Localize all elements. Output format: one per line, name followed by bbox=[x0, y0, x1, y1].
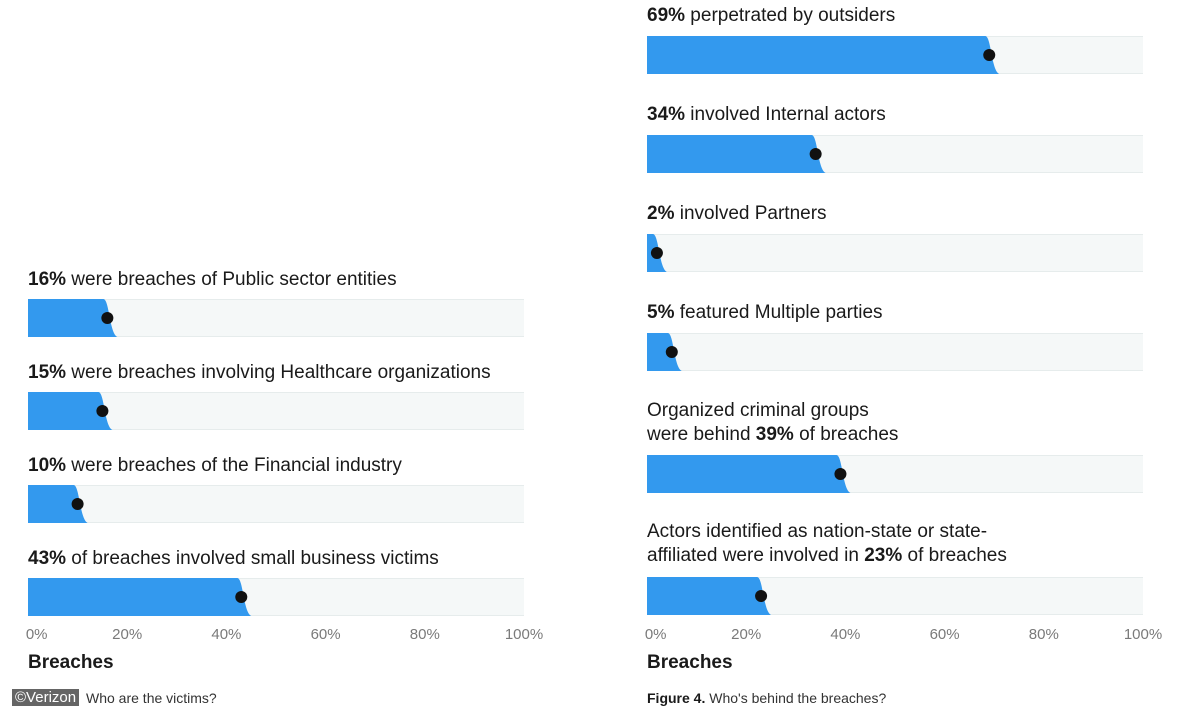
x-tick-label: 60% bbox=[929, 626, 960, 643]
bar-track bbox=[647, 234, 1143, 272]
bar-svg bbox=[647, 234, 667, 272]
bar-value-dot bbox=[71, 498, 84, 510]
x-tick-label: 40% bbox=[211, 626, 242, 643]
bar-label: 69% perpetrated by outsiders bbox=[647, 4, 895, 28]
bar-fill bbox=[647, 36, 1000, 74]
x-axis: 0% 20% 40% 60% 80% 100% bbox=[644, 626, 1177, 646]
bar-label-value: 2% bbox=[647, 203, 675, 224]
bar-track bbox=[647, 455, 1143, 493]
bar-label: 16% were breaches of Public sector entit… bbox=[28, 268, 397, 292]
bar-label-text: involved Internal actors bbox=[685, 104, 886, 125]
bar-svg bbox=[28, 299, 118, 337]
bar-label-text: of breaches involved small business vict… bbox=[66, 548, 439, 569]
figure-caption-actors: Figure 4. Who's behind the breaches? bbox=[647, 690, 886, 706]
bar-svg bbox=[647, 333, 682, 371]
bar-track bbox=[647, 333, 1143, 371]
x-tick-label: 60% bbox=[310, 626, 341, 643]
x-tick-label: 20% bbox=[731, 626, 762, 643]
bar-svg bbox=[647, 36, 1000, 74]
bar-value-dot bbox=[755, 590, 768, 602]
bar-label: Organized criminal groups were behind 39%… bbox=[647, 399, 898, 447]
bar-value-dot bbox=[983, 49, 996, 61]
bar-label-text: involved Partners bbox=[674, 203, 827, 224]
bar-fill bbox=[28, 299, 118, 337]
caption-text: Who's behind the breaches? bbox=[705, 690, 887, 706]
bar-label-text: of breaches bbox=[793, 424, 899, 445]
bar-label-text: were breaches of the Financial industry bbox=[66, 455, 402, 476]
bar-track bbox=[28, 578, 524, 616]
bar-label-value: 5% bbox=[647, 302, 675, 323]
bar-label-text: of breaches bbox=[902, 545, 1007, 566]
bar-value-dot bbox=[834, 468, 847, 480]
bar-label-text: affiliated were involved in bbox=[647, 545, 865, 566]
bar-label-text: were breaches involving Healthcare organ… bbox=[66, 362, 491, 383]
bar-label: 43% of breaches involved small business … bbox=[28, 547, 439, 571]
x-tick-label: 20% bbox=[112, 626, 143, 643]
bar-label-value: 10% bbox=[28, 455, 67, 476]
bar-label-text: featured Multiple parties bbox=[674, 302, 883, 323]
bar-fill bbox=[28, 392, 113, 430]
bar-label: 34% involved Internal actors bbox=[647, 103, 886, 127]
bar-track bbox=[647, 135, 1143, 173]
bar-label: 15% were breaches involving Healthcare o… bbox=[28, 361, 491, 385]
bar-value-dot bbox=[809, 148, 822, 160]
bar-value-dot bbox=[650, 247, 663, 259]
x-tick-label: 100% bbox=[504, 626, 544, 643]
bar-value-dot bbox=[235, 591, 248, 603]
bar-label-line1: Organized criminal groups bbox=[647, 400, 869, 421]
bar-track bbox=[647, 577, 1143, 615]
x-axis: 0% 20% 40% 60% 80% 100% bbox=[25, 626, 558, 646]
bar-svg bbox=[28, 392, 113, 430]
bar-label: 2% involved Partners bbox=[647, 202, 827, 226]
x-tick-label: 80% bbox=[1028, 626, 1059, 643]
bar-label: Actors identified as nation-state or sta… bbox=[647, 520, 1007, 568]
bar-label-value: 39% bbox=[755, 424, 794, 445]
bar-label: 10% were breaches of the Financial indus… bbox=[28, 454, 402, 478]
caption-text: Who are the victims? bbox=[86, 690, 217, 706]
bar-label-value: 69% bbox=[647, 5, 686, 26]
x-tick-label: 80% bbox=[409, 626, 440, 643]
x-axis-title: Breaches bbox=[28, 652, 114, 673]
caption-bold: Figure 4. bbox=[647, 690, 706, 706]
x-tick-label: 0% bbox=[644, 626, 667, 643]
bar-svg bbox=[28, 485, 88, 523]
bar-fill bbox=[647, 455, 851, 493]
bar-svg bbox=[28, 578, 252, 616]
x-tick-label: 40% bbox=[830, 626, 861, 643]
bar-label-text: were breaches of Public sector entities bbox=[66, 269, 397, 290]
bar-label: 5% featured Multiple parties bbox=[647, 301, 883, 325]
bar-track bbox=[28, 485, 524, 523]
x-tick-label: 100% bbox=[1123, 626, 1163, 643]
bar-fill bbox=[647, 135, 826, 173]
bar-label-line2: were behind 39% of breaches bbox=[647, 423, 898, 447]
bar-fill bbox=[647, 333, 682, 371]
figure-caption-victims: Who are the victims? bbox=[28, 690, 217, 706]
bar-label-text: perpetrated by outsiders bbox=[685, 5, 896, 26]
bar-fill bbox=[647, 577, 772, 615]
bar-fill bbox=[28, 485, 88, 523]
bar-track bbox=[28, 392, 524, 430]
bar-label-value: 16% bbox=[28, 269, 67, 290]
bar-svg bbox=[647, 577, 772, 615]
actors-chart: 69% perpetrated by outsiders 34% involved… bbox=[644, 0, 1177, 720]
victims-chart: 16% were breaches of Public sector entit… bbox=[25, 0, 558, 720]
bar-svg bbox=[647, 455, 851, 493]
x-axis-title: Breaches bbox=[647, 652, 733, 673]
bar-label-line1: Actors identified as nation-state or sta… bbox=[647, 521, 988, 542]
bar-label-value: 34% bbox=[647, 104, 686, 125]
bar-label-value: 23% bbox=[864, 545, 903, 566]
x-tick-label: 0% bbox=[25, 626, 48, 643]
bar-label-line2: affiliated were involved in 23% of breac… bbox=[647, 544, 1007, 568]
bar-value-dot bbox=[665, 346, 678, 358]
bar-label-value: 15% bbox=[28, 362, 67, 383]
bar-label-value: 43% bbox=[28, 548, 67, 569]
bar-value-dot bbox=[96, 405, 109, 417]
copyright-credit: ©Verizon bbox=[12, 689, 80, 706]
bar-track bbox=[647, 36, 1143, 74]
bar-svg bbox=[647, 135, 826, 173]
bar-track bbox=[28, 299, 524, 337]
bar-value-dot bbox=[101, 312, 114, 324]
bar-label-text: were behind bbox=[647, 424, 756, 445]
bar-fill bbox=[28, 578, 252, 616]
